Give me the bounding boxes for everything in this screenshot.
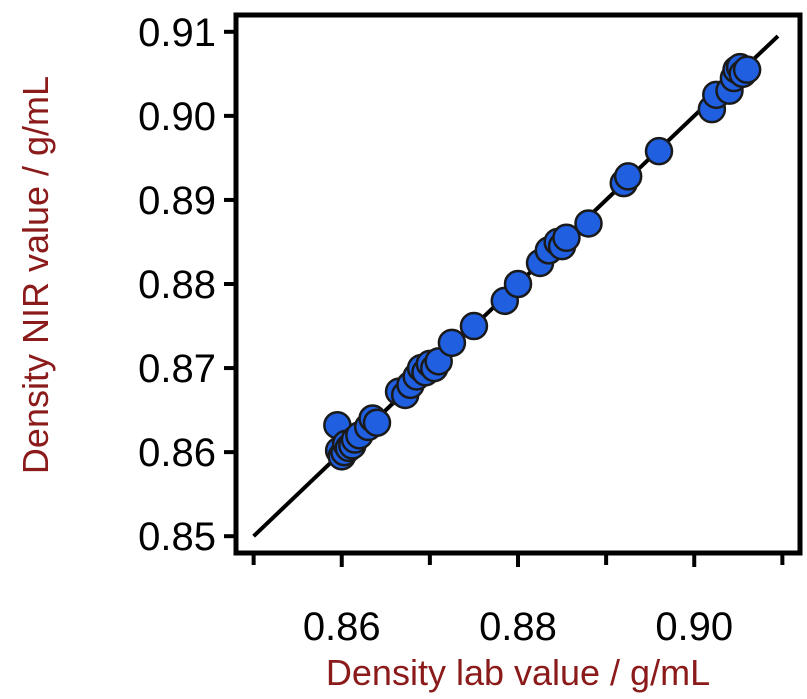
y-tick-label-6: 0.91 (138, 11, 216, 55)
data-point-24 (503, 269, 533, 299)
y-tick-label-3: 0.88 (138, 263, 216, 307)
y-tick-label-0: 0.85 (138, 515, 216, 559)
x-axis: 0.86 0.88 0.90 (251, 553, 785, 649)
data-point-21 (437, 328, 467, 358)
y-tick-label-5: 0.90 (138, 95, 216, 139)
data-point-30 (574, 209, 603, 238)
x-axis-title: Density lab value / g/mL (326, 652, 710, 693)
data-point-22 (459, 311, 489, 341)
data-point-32 (613, 162, 643, 191)
data-point-11 (362, 408, 392, 437)
y-tick-label-2: 0.87 (138, 347, 216, 391)
data-point-33 (644, 136, 674, 166)
x-tick-label-2: 0.90 (655, 605, 733, 649)
y-axis: 0.85 0.86 0.87 0.88 0.89 0.90 0.91 (138, 11, 236, 559)
points-layer (323, 52, 762, 471)
data-point-41 (732, 55, 762, 84)
data-point-29 (552, 223, 581, 253)
y-tick-label-1: 0.86 (138, 431, 216, 475)
x-tick-label-0: 0.86 (303, 605, 381, 649)
y-axis-title: Density NIR value / g/mL (15, 76, 56, 474)
y-tick-label-4: 0.89 (138, 179, 216, 223)
x-tick-label-1: 0.88 (479, 605, 557, 649)
